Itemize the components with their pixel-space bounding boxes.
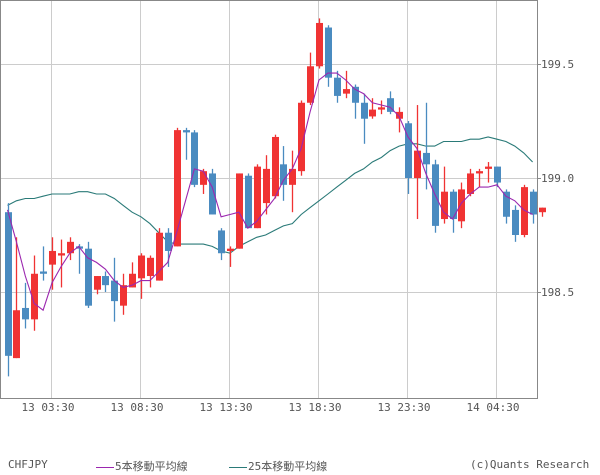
candle <box>467 168 474 197</box>
candle <box>512 205 519 242</box>
candle <box>245 173 252 229</box>
ma25-swatch <box>229 466 247 468</box>
candle <box>298 100 305 176</box>
legend-ma5: 5本移動平均線 <box>96 458 188 474</box>
candle <box>120 273 127 315</box>
candle <box>387 91 394 115</box>
candle <box>503 189 510 224</box>
legend-symbol: CHFJPY <box>8 458 48 471</box>
candle <box>450 189 457 233</box>
candle <box>200 168 207 194</box>
candle <box>272 134 279 199</box>
candle <box>396 107 403 133</box>
candle <box>58 239 65 288</box>
candle <box>289 150 296 213</box>
candle <box>13 237 20 359</box>
candle <box>280 146 287 201</box>
candle <box>369 98 376 119</box>
candle <box>485 162 492 183</box>
x-tick-label: 13 18:30 <box>289 401 342 414</box>
candle <box>521 184 528 238</box>
candle <box>191 130 198 188</box>
candle <box>40 246 47 281</box>
ma5-line <box>6 72 533 312</box>
legend-ma5-label: 5本移動平均線 <box>115 460 188 473</box>
candle <box>22 282 29 329</box>
legend-credit: (c)Quants Research <box>470 458 590 471</box>
legend-ma25: 25本移動平均線 <box>229 458 327 474</box>
candle <box>67 237 74 261</box>
candle <box>129 262 136 288</box>
y-tick-label: 199.5 <box>541 58 574 71</box>
candle <box>183 127 190 160</box>
candle <box>102 271 109 292</box>
candle <box>307 52 314 106</box>
candle <box>209 168 216 215</box>
candle <box>343 70 350 99</box>
candle <box>458 182 465 229</box>
candle <box>494 166 501 188</box>
y-tick-label: 198.5 <box>541 286 574 299</box>
candle <box>378 100 385 115</box>
candle <box>530 189 537 224</box>
y-tick-label: 199.0 <box>541 172 574 185</box>
candle <box>236 173 243 249</box>
candle <box>441 166 448 224</box>
candle <box>405 121 412 194</box>
candle <box>325 25 332 87</box>
candle <box>218 228 225 261</box>
candle <box>254 164 261 229</box>
x-tick-label: 13 23:30 <box>378 401 431 414</box>
candle <box>334 70 341 103</box>
x-tick-label: 13 08:30 <box>111 401 164 414</box>
candle <box>76 244 83 274</box>
candle <box>539 207 546 217</box>
legend-ma25-label: 25本移動平均線 <box>248 460 328 473</box>
candle <box>5 203 12 377</box>
candle <box>138 253 145 299</box>
x-tick-label: 13 13:30 <box>200 401 253 414</box>
ma25-line <box>7 136 533 254</box>
candle <box>361 93 368 144</box>
candle <box>352 84 359 119</box>
x-axis-labels: 13 03:30 13 08:30 13 13:30 13 18:30 13 23:30… <box>22 401 520 414</box>
candle <box>414 105 421 220</box>
y-axis-labels: 199.5 199.0 198.5 <box>537 58 574 299</box>
candle <box>227 246 234 267</box>
ma5-swatch <box>96 466 114 468</box>
candle <box>111 257 118 322</box>
candle <box>85 241 92 308</box>
candle <box>263 155 270 215</box>
candle <box>174 127 181 247</box>
candle <box>31 255 38 331</box>
plot-frame <box>0 0 538 399</box>
candle <box>156 228 163 281</box>
candle <box>476 168 483 188</box>
x-tick-label: 14 04:30 <box>467 401 520 414</box>
candle <box>94 276 101 295</box>
candle <box>316 18 323 69</box>
x-tick-label: 13 03:30 <box>22 401 75 414</box>
candle <box>147 255 154 288</box>
